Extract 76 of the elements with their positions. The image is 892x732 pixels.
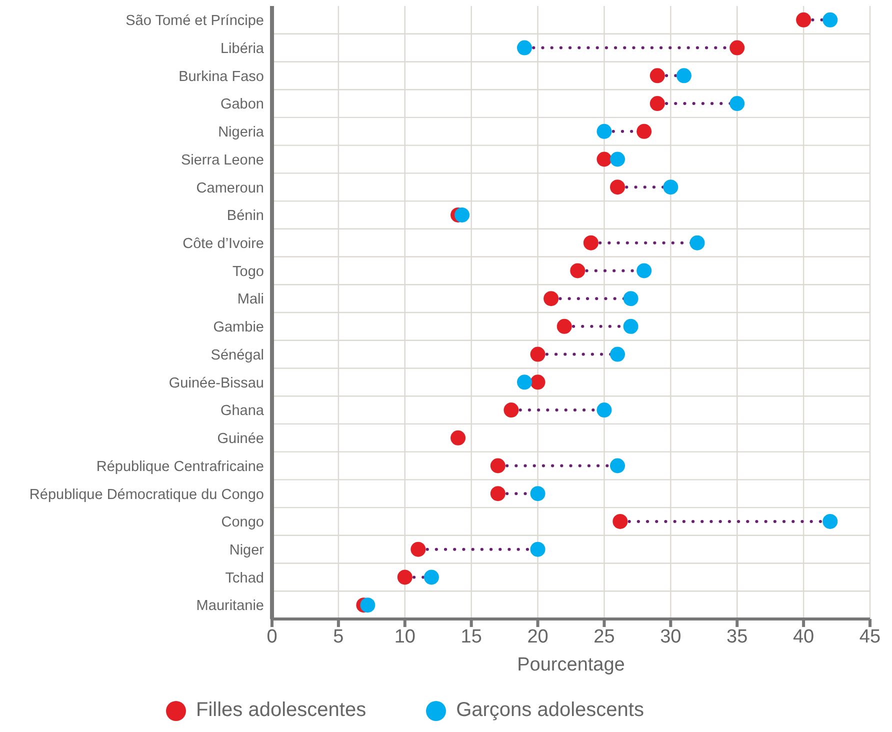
x-tick-label: 5 xyxy=(333,626,344,648)
point xyxy=(450,430,466,446)
y-tick-label: Ghana xyxy=(220,403,265,420)
y-tick-label: Cameroun xyxy=(196,180,264,196)
y-tick-label: Libéria xyxy=(220,40,265,57)
x-tick-label: 15 xyxy=(460,626,482,648)
y-tick-label: Mauritanie xyxy=(196,598,264,614)
y-tick-label: Sénégal xyxy=(210,347,264,364)
point xyxy=(490,486,506,502)
point xyxy=(822,514,838,529)
point xyxy=(516,40,532,56)
point xyxy=(636,124,652,139)
y-tick-label: Guinée xyxy=(217,431,264,448)
point xyxy=(676,68,692,84)
x-tick-label: 40 xyxy=(792,626,814,648)
point xyxy=(663,180,678,195)
x-tick-label: 20 xyxy=(527,626,548,648)
point xyxy=(530,346,546,362)
y-tick-label: Togo xyxy=(232,264,264,280)
point xyxy=(730,96,745,112)
point xyxy=(424,570,439,585)
y-tick-label: Gabon xyxy=(220,96,264,113)
y-tick-label: Nigeria xyxy=(218,124,265,141)
point xyxy=(556,318,572,334)
point xyxy=(636,263,652,278)
y-tick-label: São Tomé et Príncipe xyxy=(126,13,264,30)
y-tick-label: Gambie xyxy=(213,320,264,336)
point xyxy=(596,152,612,167)
point xyxy=(360,598,376,613)
y-tick-label: Guinée-Bissau xyxy=(168,375,264,392)
y-tick-label: Sierra Leone xyxy=(180,152,264,168)
y-tick-label: République Centrafricaine xyxy=(96,458,264,475)
y-tick-label: Tchad xyxy=(225,570,264,586)
x-tick-label: 25 xyxy=(594,626,615,648)
point xyxy=(596,124,612,139)
y-tick-label: Côte d’Ivoire xyxy=(182,236,264,252)
point xyxy=(530,486,546,502)
point xyxy=(397,570,412,585)
point xyxy=(504,402,519,418)
point xyxy=(650,68,665,84)
point xyxy=(490,458,506,474)
point xyxy=(516,374,532,390)
point xyxy=(610,346,626,362)
point xyxy=(544,291,559,306)
point xyxy=(596,402,612,418)
point xyxy=(623,291,638,306)
y-tick-label: Congo xyxy=(221,514,264,531)
y-tick-label: Burkina Faso xyxy=(178,68,264,85)
x-tick-label: 45 xyxy=(859,626,881,648)
point xyxy=(610,458,626,474)
legend-label: Filles adolescentes xyxy=(196,699,366,721)
point xyxy=(454,207,470,222)
point xyxy=(610,152,626,167)
point xyxy=(610,180,626,195)
x-tick-label: 0 xyxy=(266,626,278,648)
x-tick-label: 30 xyxy=(660,626,682,648)
legend-label: Garçons adolescents xyxy=(456,699,644,721)
point xyxy=(410,542,426,557)
x-tick-label: 35 xyxy=(726,626,748,648)
point xyxy=(570,263,586,278)
y-tick-label: République Démocratique du Congo xyxy=(29,486,264,503)
point xyxy=(530,542,546,557)
point xyxy=(623,318,638,334)
point xyxy=(796,12,812,28)
point xyxy=(583,235,598,250)
x-tick-label: 10 xyxy=(394,626,416,648)
y-tick-label: Bénin xyxy=(226,208,264,224)
x-axis-title: Pourcentage xyxy=(517,654,625,676)
point xyxy=(822,12,838,28)
point xyxy=(730,40,745,56)
point xyxy=(530,374,546,390)
y-tick-label: Niger xyxy=(229,542,264,558)
point xyxy=(650,96,665,112)
point xyxy=(690,235,705,250)
point xyxy=(612,514,628,529)
y-tick-label: Mali xyxy=(237,292,264,308)
